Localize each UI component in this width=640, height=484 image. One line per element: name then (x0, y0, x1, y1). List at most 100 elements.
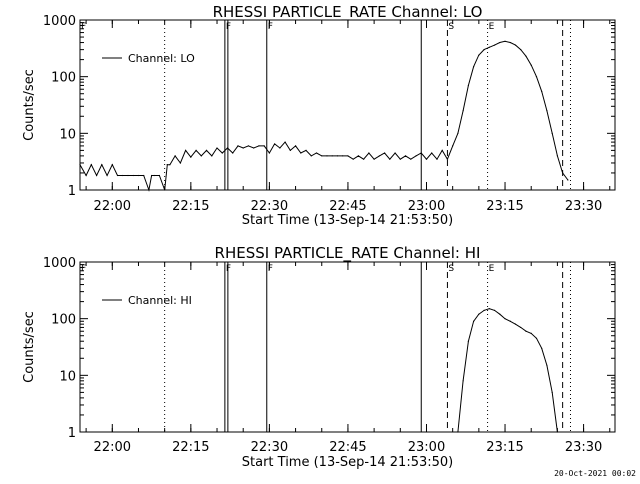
y-tick-label: 10 (59, 369, 76, 384)
data-point (546, 110, 548, 112)
data-point (331, 155, 333, 157)
x-tick-label: 22:45 (329, 199, 366, 214)
data-point (357, 155, 360, 157)
data-point (226, 147, 229, 149)
data-point (467, 84, 469, 87)
data-point (541, 347, 543, 349)
data-point (368, 152, 370, 154)
data-point (216, 147, 218, 149)
event-marker-label: F (268, 22, 273, 32)
event-marker-label: S (448, 22, 454, 32)
data-point (457, 132, 459, 134)
data-point (525, 55, 527, 57)
edge-marker-label: F (81, 22, 86, 32)
data-point (441, 149, 443, 151)
x-tick-label: 22:15 (172, 199, 209, 214)
x-tick-label: 23:15 (486, 440, 523, 455)
y-tick-label: 1 (68, 426, 76, 441)
data-point (567, 179, 569, 181)
data-point (415, 155, 417, 157)
data-point (452, 145, 454, 147)
data-point (221, 152, 223, 154)
x-tick-label: 22:00 (94, 440, 131, 455)
data-point (85, 174, 87, 177)
data-point (530, 64, 532, 66)
y-tick-label: 1000 (43, 14, 76, 29)
data-point (394, 152, 396, 154)
event-marker-label: E (489, 264, 495, 274)
data-point (514, 323, 517, 325)
data-point (493, 309, 496, 311)
data-point (111, 164, 113, 166)
plot-frame (79, 261, 616, 433)
data-point (446, 158, 449, 160)
data-point (473, 66, 475, 68)
data-point (541, 90, 543, 92)
data-point (79, 164, 81, 166)
chart-title: RHESSI PARTICLE_RATE Channel: LO (213, 3, 483, 22)
data-point (247, 145, 250, 147)
data-point (253, 147, 255, 149)
data-point (274, 143, 276, 145)
data-point (404, 155, 407, 157)
data-point (504, 40, 506, 42)
data-point (556, 431, 558, 433)
data-point (289, 149, 291, 151)
data-point (520, 49, 522, 51)
y-tick-label: 100 (51, 313, 76, 328)
data-point (164, 189, 166, 191)
x-tick-label: 23:00 (408, 199, 445, 214)
series-line-0 (457, 308, 558, 433)
data-point (478, 54, 480, 56)
chart-panel-1: RHESSI PARTICLE_RATE Channel: HI Counts/s… (22, 244, 616, 470)
data-point (562, 172, 564, 174)
data-point (300, 152, 302, 154)
data-point (242, 147, 244, 149)
data-point (483, 49, 485, 51)
data-point (195, 149, 197, 151)
event-marker-label: F (226, 22, 231, 32)
data-point (535, 337, 538, 339)
data-point (190, 156, 192, 158)
y-tick-label: 10 (59, 127, 76, 142)
data-point (205, 149, 208, 151)
data-point (153, 174, 155, 177)
data-point (179, 162, 181, 164)
data-point (106, 174, 108, 177)
data-point (378, 155, 380, 157)
y-tick-label: 100 (51, 71, 76, 86)
data-point (232, 152, 234, 154)
data-point (478, 313, 480, 315)
y-tick-label: 1000 (43, 256, 76, 271)
data-point (420, 152, 422, 154)
y-axis-label: Counts/sec (22, 69, 37, 141)
data-point (310, 155, 312, 157)
y-axis-label: Counts/sec (22, 311, 37, 383)
data-point (148, 189, 150, 191)
data-point (493, 44, 496, 46)
event-marker-label: F (268, 264, 273, 274)
data-point (535, 76, 538, 78)
data-point (166, 164, 168, 166)
data-point (410, 158, 412, 160)
x-tick-label: 23:30 (565, 199, 602, 214)
legend-label: Channel: HI (128, 294, 192, 307)
data-point (127, 174, 129, 177)
data-point (483, 309, 485, 311)
x-tick-label: 22:30 (251, 440, 288, 455)
data-point (315, 152, 318, 154)
data-point (268, 152, 270, 154)
data-point (174, 155, 176, 157)
x-tick-label: 22:45 (329, 440, 366, 455)
y-tick-label: 1 (68, 184, 76, 199)
chart-panel-0: RHESSI PARTICLE_RATE Channel: LO Counts/s… (22, 3, 616, 228)
data-point (321, 155, 323, 157)
data-point (520, 326, 522, 329)
data-point (436, 158, 438, 160)
data-point (263, 145, 265, 147)
data-point (211, 155, 213, 157)
x-tick-label: 22:00 (94, 199, 131, 214)
data-point (258, 145, 260, 147)
x-tick-label: 23:00 (408, 440, 445, 455)
data-point (462, 380, 464, 382)
